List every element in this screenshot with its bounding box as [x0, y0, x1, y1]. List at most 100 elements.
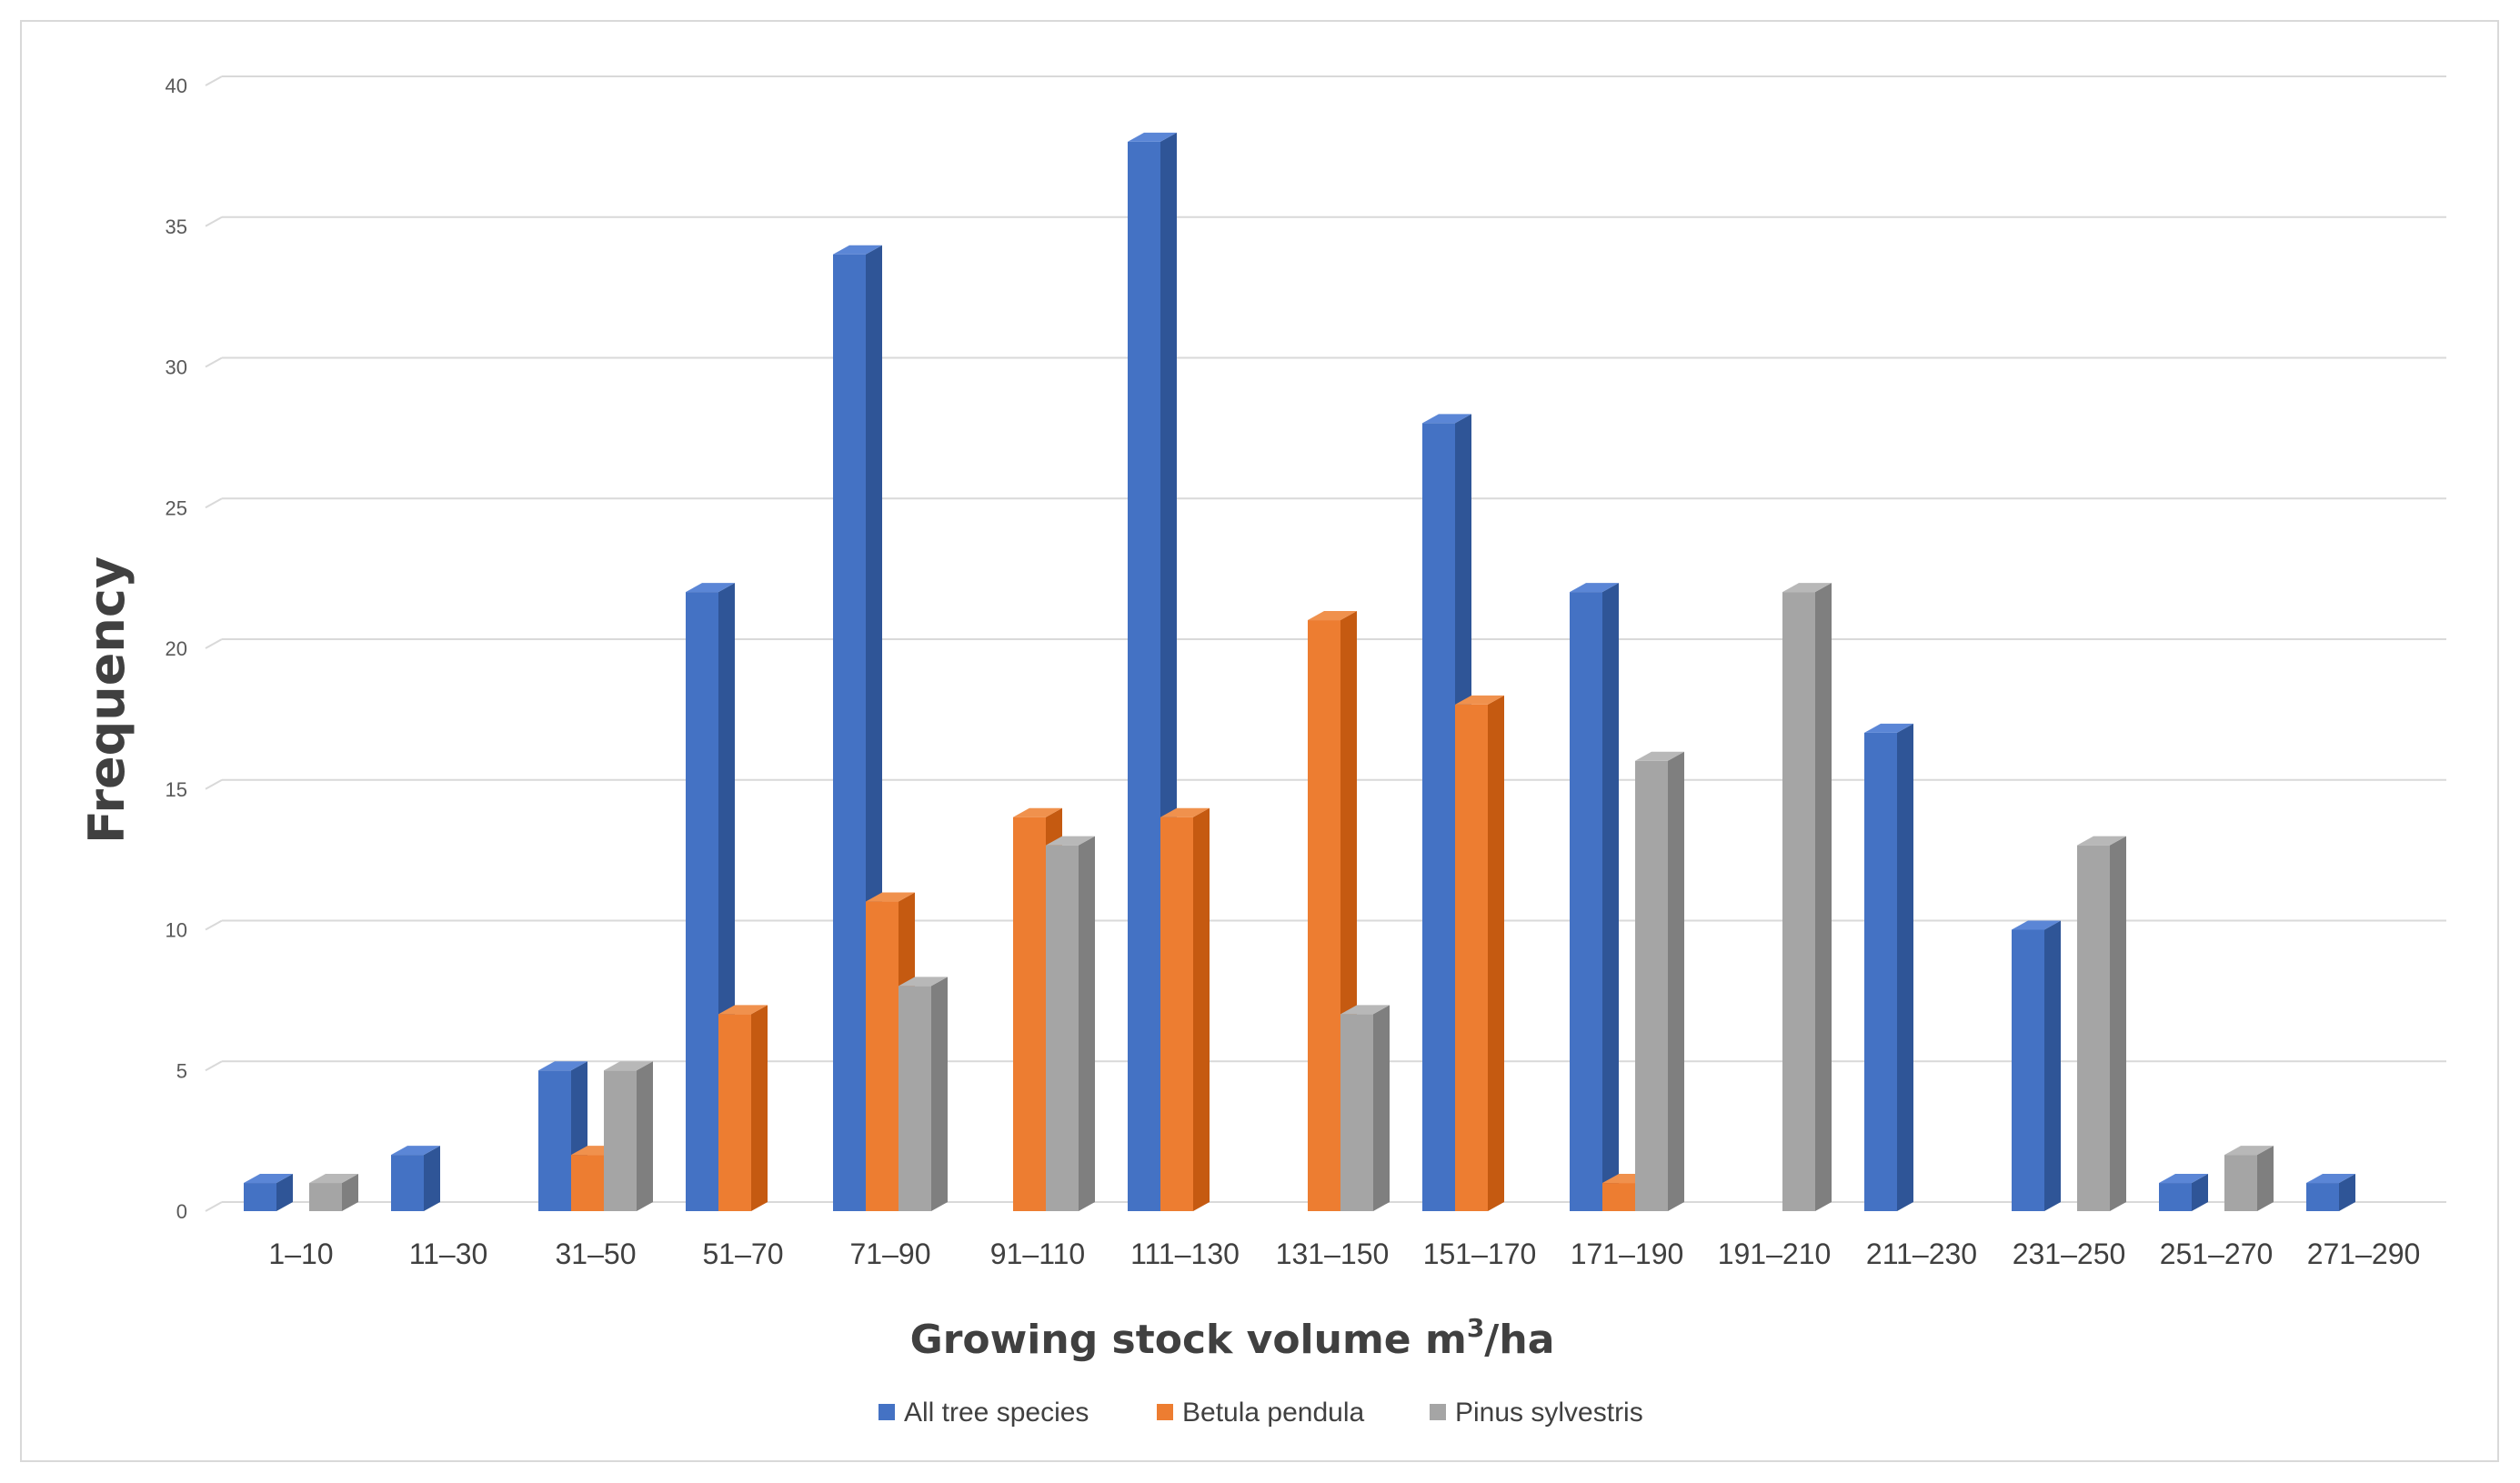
bar-side	[1602, 583, 1619, 1211]
gridline-diagonal	[205, 638, 223, 649]
bar-top	[866, 892, 915, 902]
bar	[1160, 807, 1210, 1211]
bar-side	[1193, 807, 1210, 1211]
bar-front	[604, 1070, 637, 1211]
bar-front	[1570, 592, 1602, 1211]
bar	[604, 1061, 653, 1211]
x-tick-label: 271–290	[2307, 1238, 2421, 1270]
bar-top	[1160, 807, 1210, 817]
x-tick-label: 151–170	[1423, 1238, 1537, 1270]
y-tick-label: 5	[176, 1059, 187, 1082]
bar-top	[1422, 414, 1471, 424]
legend-swatch	[1430, 1404, 1446, 1420]
bar-top	[718, 1005, 768, 1015]
bar	[2077, 836, 2126, 1211]
x-tick-label: 31–50	[556, 1238, 637, 1270]
bar-front	[571, 1155, 604, 1211]
bar-front	[1422, 423, 1455, 1211]
gridline-diagonal	[205, 1060, 223, 1072]
bar-top	[1782, 583, 1832, 593]
bar-side	[424, 1146, 440, 1211]
y-tick-label: 40	[166, 75, 187, 97]
bar	[2012, 920, 2061, 1211]
bar-top	[1635, 751, 1684, 761]
legend: All tree species Betula pendula Pinus sylv…	[878, 1398, 1643, 1428]
bar-top	[833, 245, 882, 255]
bar-side	[1668, 751, 1684, 1211]
y-tick-label: 25	[166, 496, 187, 519]
bar-top	[686, 583, 735, 593]
bar-top	[538, 1061, 587, 1071]
x-tick-label: 1–10	[268, 1238, 333, 1270]
bar-front	[1782, 592, 1815, 1211]
x-axis-title: Growing stock volume m3/ha	[910, 1313, 1555, 1363]
legend-swatch	[878, 1404, 895, 1420]
bar-front	[2077, 845, 2110, 1211]
bar-side	[1488, 695, 1504, 1211]
legend-item: All tree species	[878, 1398, 1089, 1428]
bar-top	[1013, 807, 1062, 817]
bar-side	[1897, 723, 1913, 1211]
bar-front	[1864, 732, 1897, 1211]
y-tick-label: 30	[166, 356, 187, 379]
bar-front	[686, 592, 718, 1211]
bar-top	[2159, 1174, 2208, 1184]
bar-top	[899, 977, 948, 987]
bar-front	[1602, 1183, 1635, 1211]
gridline-diagonal	[205, 778, 223, 790]
bar-front	[391, 1155, 424, 1211]
bar	[718, 1005, 768, 1211]
legend-label: Pinus sylvestris	[1455, 1398, 1643, 1428]
bar-top	[2224, 1146, 2274, 1156]
legend-swatch	[1157, 1404, 1173, 1420]
y-tick-label: 15	[166, 778, 187, 801]
bar-front	[899, 986, 931, 1211]
bar-side	[1079, 836, 1095, 1211]
bar	[1782, 583, 1832, 1211]
bar-side	[276, 1174, 293, 1211]
bar-front	[1128, 141, 1160, 1211]
x-tick-label: 251–270	[2160, 1238, 2274, 1270]
bar-front	[2012, 929, 2044, 1211]
gridline-diagonal	[205, 215, 223, 227]
gridline-diagonal	[205, 497, 223, 509]
bar-front	[1340, 1014, 1373, 1211]
bar-front	[718, 1014, 751, 1211]
y-tick-label: 10	[166, 919, 187, 942]
bar-side	[342, 1174, 358, 1211]
bar-top	[391, 1146, 440, 1156]
bar-top	[1570, 583, 1619, 593]
bar-top	[1340, 1005, 1390, 1015]
bar-side	[1373, 1005, 1390, 1211]
bar	[899, 977, 948, 1211]
bar-side	[1815, 583, 1832, 1211]
bar	[1340, 1005, 1390, 1211]
legend-label: Betula pendula	[1182, 1398, 1364, 1428]
bar-side	[637, 1061, 653, 1211]
bar	[309, 1174, 358, 1211]
bar-top	[1455, 695, 1504, 705]
bar-side	[2110, 836, 2126, 1211]
bar-top	[604, 1061, 653, 1071]
bar-top	[2077, 836, 2126, 846]
bar	[1635, 751, 1684, 1211]
y-axis-ticks: 0 5 10 15 20 25 30 35 40	[166, 75, 187, 1223]
bar	[1864, 723, 1913, 1211]
bar-side	[2044, 920, 2061, 1211]
legend-item: Pinus sylvestris	[1430, 1398, 1643, 1428]
x-tick-label: 111–130	[1130, 1238, 1240, 1270]
x-tick-label: 191–210	[1718, 1238, 1832, 1270]
bar	[2224, 1146, 2274, 1211]
x-tick-label: 131–150	[1276, 1238, 1390, 1270]
bar-front	[866, 901, 899, 1211]
bar-side	[2192, 1174, 2208, 1211]
x-tick-label: 211–230	[1866, 1238, 1977, 1270]
gridline-diagonal	[205, 356, 223, 368]
x-tick-label: 231–250	[2013, 1238, 2126, 1270]
gridline-diagonal	[205, 1201, 223, 1212]
bar-front	[2306, 1183, 2339, 1211]
bar	[391, 1146, 440, 1211]
bar	[244, 1174, 293, 1211]
bar	[2159, 1174, 2208, 1211]
